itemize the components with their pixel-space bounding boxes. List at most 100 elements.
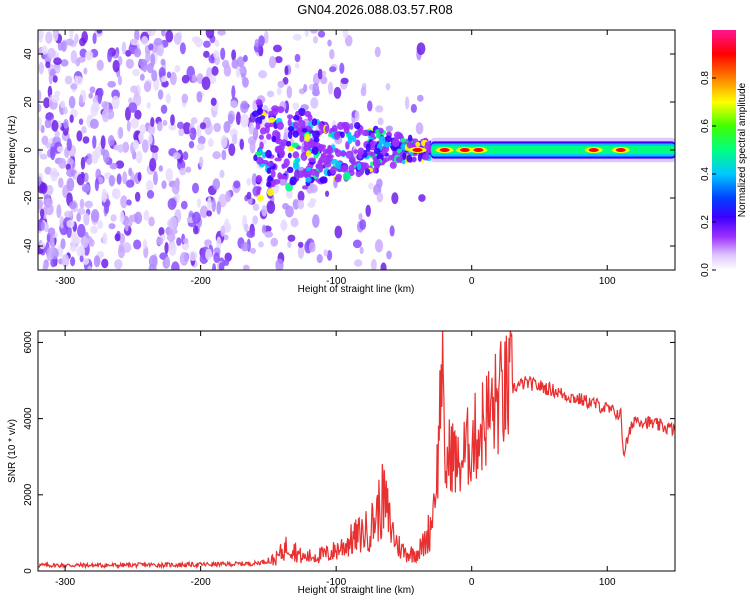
spectrogram-cell [242,264,250,270]
spectrogram-cell [108,175,115,187]
spectrogram-cell [182,151,189,161]
spectrogram-cell [299,135,305,143]
spectrogram-cell [132,68,140,77]
spectrogram-cell [191,182,200,194]
spectrogram-cell [320,76,328,85]
spectrogram-cell [139,73,145,81]
spectrogram-cell [66,219,75,228]
spectrogram-cell [119,233,126,245]
spectrogram-cell [124,219,129,232]
spectrogram-cell [233,180,241,189]
spectrogram-cell [389,161,397,169]
spectrogram-cell [248,122,254,135]
spectrogram-cell [367,150,373,156]
spectrogram-cell [329,49,335,60]
spectrogram-cell [44,118,52,129]
colorbar-tick-label: 0.4 [700,167,711,181]
spectrogram-cell [310,97,319,109]
spectrogram-cell [112,188,121,200]
spectrogram-cell [141,35,149,46]
spectrogram-cell [301,185,308,190]
spectrogram-cell [378,136,386,145]
spectrogram-cell [266,167,272,174]
spectrogram-cell [50,146,56,161]
spectrogram-cell [354,122,361,130]
spectrogram-cell [333,86,342,99]
spectrogram-cell [356,162,362,171]
spectrogram-cell [246,230,256,238]
spectrogram-cell [326,249,333,261]
spectrogram-cell [393,131,402,140]
spectrogram-cell [376,192,384,203]
spectrogram-cell [212,151,221,160]
spectrogram-cell [117,75,123,86]
spectrogram-cell [38,198,44,210]
spectrogram-cell [350,161,358,166]
spectrogram-cell [236,56,245,68]
spectrogram-cell [309,197,317,204]
spectrogram-cell [256,194,264,202]
snr-x-tick-label: 0 [469,577,475,588]
spectrogram-cell [196,124,202,138]
spectrogram-cell [192,211,201,224]
spectrogram-cell [254,38,259,48]
spectrogram-cell [355,139,361,147]
spectrogram-cell [373,147,381,155]
spectrogram-cell [196,198,202,208]
spectrogram-cell [66,224,72,239]
spectrogram-cell [368,182,374,190]
spectrogram-cell [118,127,124,139]
spectrogram-cell [325,153,332,160]
spectrogram-cell [45,31,53,44]
spectrogram-cell [205,248,213,261]
spectrogram-cell [207,196,212,211]
spectrogram-cell [51,120,59,132]
spectrogram-cell [365,204,371,217]
spectrogram-cell [268,56,277,69]
spectrogram-cell [81,183,90,193]
spectrogram-hot-spot-core [412,148,423,152]
spectrogram-cell [219,169,225,179]
spectrogram-cell [292,130,299,138]
spectrogram-cell [298,119,306,129]
spectrogram-cell [225,190,232,203]
spectrogram-cell [128,102,138,113]
spectrogram-cell [309,184,318,194]
spectrogram-cell [309,30,318,34]
spectrogram-cell [266,133,272,140]
spectrogram-cell [213,252,221,264]
spectrogram-cell [354,130,361,139]
spectrogram-cell [49,234,55,248]
spectrogram-cell [145,49,151,63]
spectrogram-cell [308,157,316,163]
spectrogram-cell [271,135,277,143]
spectrogram-cell [274,56,283,64]
spectrogram-cell [206,210,213,217]
spectrogram-cell [133,239,142,250]
spectrogram-cell [78,94,84,105]
spectrogram-cell [101,100,110,109]
spectrogram-cell [54,130,60,138]
spectrogram-cell [188,140,195,149]
spectrogram-cell [85,50,94,61]
spectrogram-cell [146,190,155,199]
spectrogram-cell [194,37,203,48]
spectrogram-cell [52,75,58,83]
spectrogram-cell [216,201,222,215]
spectrogram-cell [138,58,148,67]
colorbar-gradient [712,30,736,270]
spectrogram-cell [92,135,97,149]
spectrogram-cell [45,198,53,206]
spectrogram-cell [231,134,238,145]
spectrogram-cell [93,255,101,268]
spectrogram-cell [359,246,364,255]
spectrogram-cell [87,265,93,270]
spectrogram-cell [175,177,180,190]
spectrogram-cell [134,109,142,120]
spectrogram-cell [45,184,54,196]
spectrogram-cell [328,66,337,73]
spectrogram-cell [164,256,171,268]
spectrogram-cell [130,85,139,93]
spectrogram-cell [396,156,402,163]
